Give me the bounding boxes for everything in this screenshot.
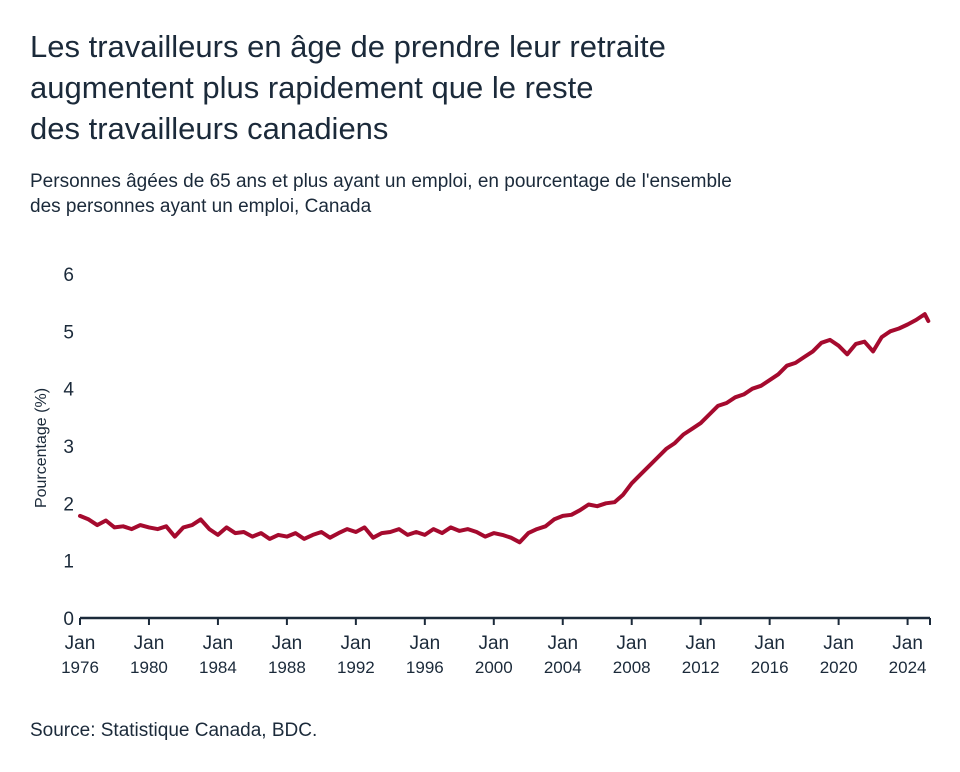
x-tick-month-6: Jan bbox=[478, 633, 509, 654]
x-tick-month-11: Jan bbox=[823, 633, 854, 654]
x-tick-year-11: 2020 bbox=[820, 658, 858, 677]
x-tick-month-4: Jan bbox=[341, 633, 372, 654]
x-tick-year-1: 1980 bbox=[130, 658, 168, 677]
y-axis-label: Pourcentage (%) bbox=[33, 388, 50, 508]
chart-title: Les travailleurs en âge de prendre leur … bbox=[30, 26, 930, 149]
chart-title-line-1: Les travailleurs en âge de prendre leur … bbox=[30, 29, 666, 64]
x-tick-year-10: 2016 bbox=[751, 658, 789, 677]
x-tick-month-1: Jan bbox=[134, 633, 165, 654]
source-note: Source: Statistique Canada, BDC. bbox=[30, 720, 318, 741]
chart-subtitle-line-2: des personnes ayant un emploi, Canada bbox=[30, 196, 372, 217]
y-tick-label-2: 2 bbox=[63, 494, 74, 515]
x-tick-month-8: Jan bbox=[616, 633, 647, 654]
x-tick-year-9: 2012 bbox=[682, 658, 720, 677]
y-tick-label-4: 4 bbox=[63, 380, 74, 401]
chart-title-line-3: des travailleurs canadiens bbox=[30, 111, 389, 146]
x-tick-year-2: 1984 bbox=[199, 658, 237, 677]
x-tick-year-8: 2008 bbox=[613, 658, 651, 677]
x-tick-month-9: Jan bbox=[685, 633, 716, 654]
x-tick-year-5: 1996 bbox=[406, 658, 444, 677]
y-axis-ticks: 0 1 2 3 4 5 6 bbox=[63, 265, 74, 630]
x-axis-ticks: Jan 1976 Jan 1980 Jan 1984 Jan 1988 Jan 1992 Jan 19… bbox=[61, 618, 931, 677]
series-line bbox=[78, 312, 931, 545]
chart-subtitle-line-1: Personnes âgées de 65 ans et plus ayant … bbox=[30, 171, 732, 192]
x-tick-year-7: 2004 bbox=[544, 658, 582, 677]
x-tick-month-10: Jan bbox=[754, 633, 785, 654]
chart-subtitle: Personnes âgées de 65 ans et plus ayant … bbox=[30, 169, 930, 219]
x-tick-month-3: Jan bbox=[272, 633, 303, 654]
y-tick-label-3: 3 bbox=[63, 437, 74, 458]
y-tick-label-6: 6 bbox=[63, 265, 74, 286]
y-tick-label-0: 0 bbox=[63, 609, 74, 630]
y-tick-label-1: 1 bbox=[63, 552, 74, 573]
x-tick-month-12: Jan bbox=[892, 633, 923, 654]
x-tick-month-0: Jan bbox=[65, 633, 96, 654]
x-tick-month-7: Jan bbox=[547, 633, 578, 654]
x-tick-year-0: 1976 bbox=[61, 658, 99, 677]
y-tick-label-5: 5 bbox=[63, 322, 74, 343]
chart-title-line-2: augmentent plus rapidement que le reste bbox=[30, 70, 594, 105]
x-tick-month-5: Jan bbox=[410, 633, 441, 654]
x-tick-year-12: 2024 bbox=[889, 658, 927, 677]
x-tick-year-6: 2000 bbox=[475, 658, 513, 677]
x-tick-year-4: 1992 bbox=[337, 658, 375, 677]
x-tick-year-3: 1988 bbox=[268, 658, 306, 677]
x-tick-month-2: Jan bbox=[203, 633, 234, 654]
